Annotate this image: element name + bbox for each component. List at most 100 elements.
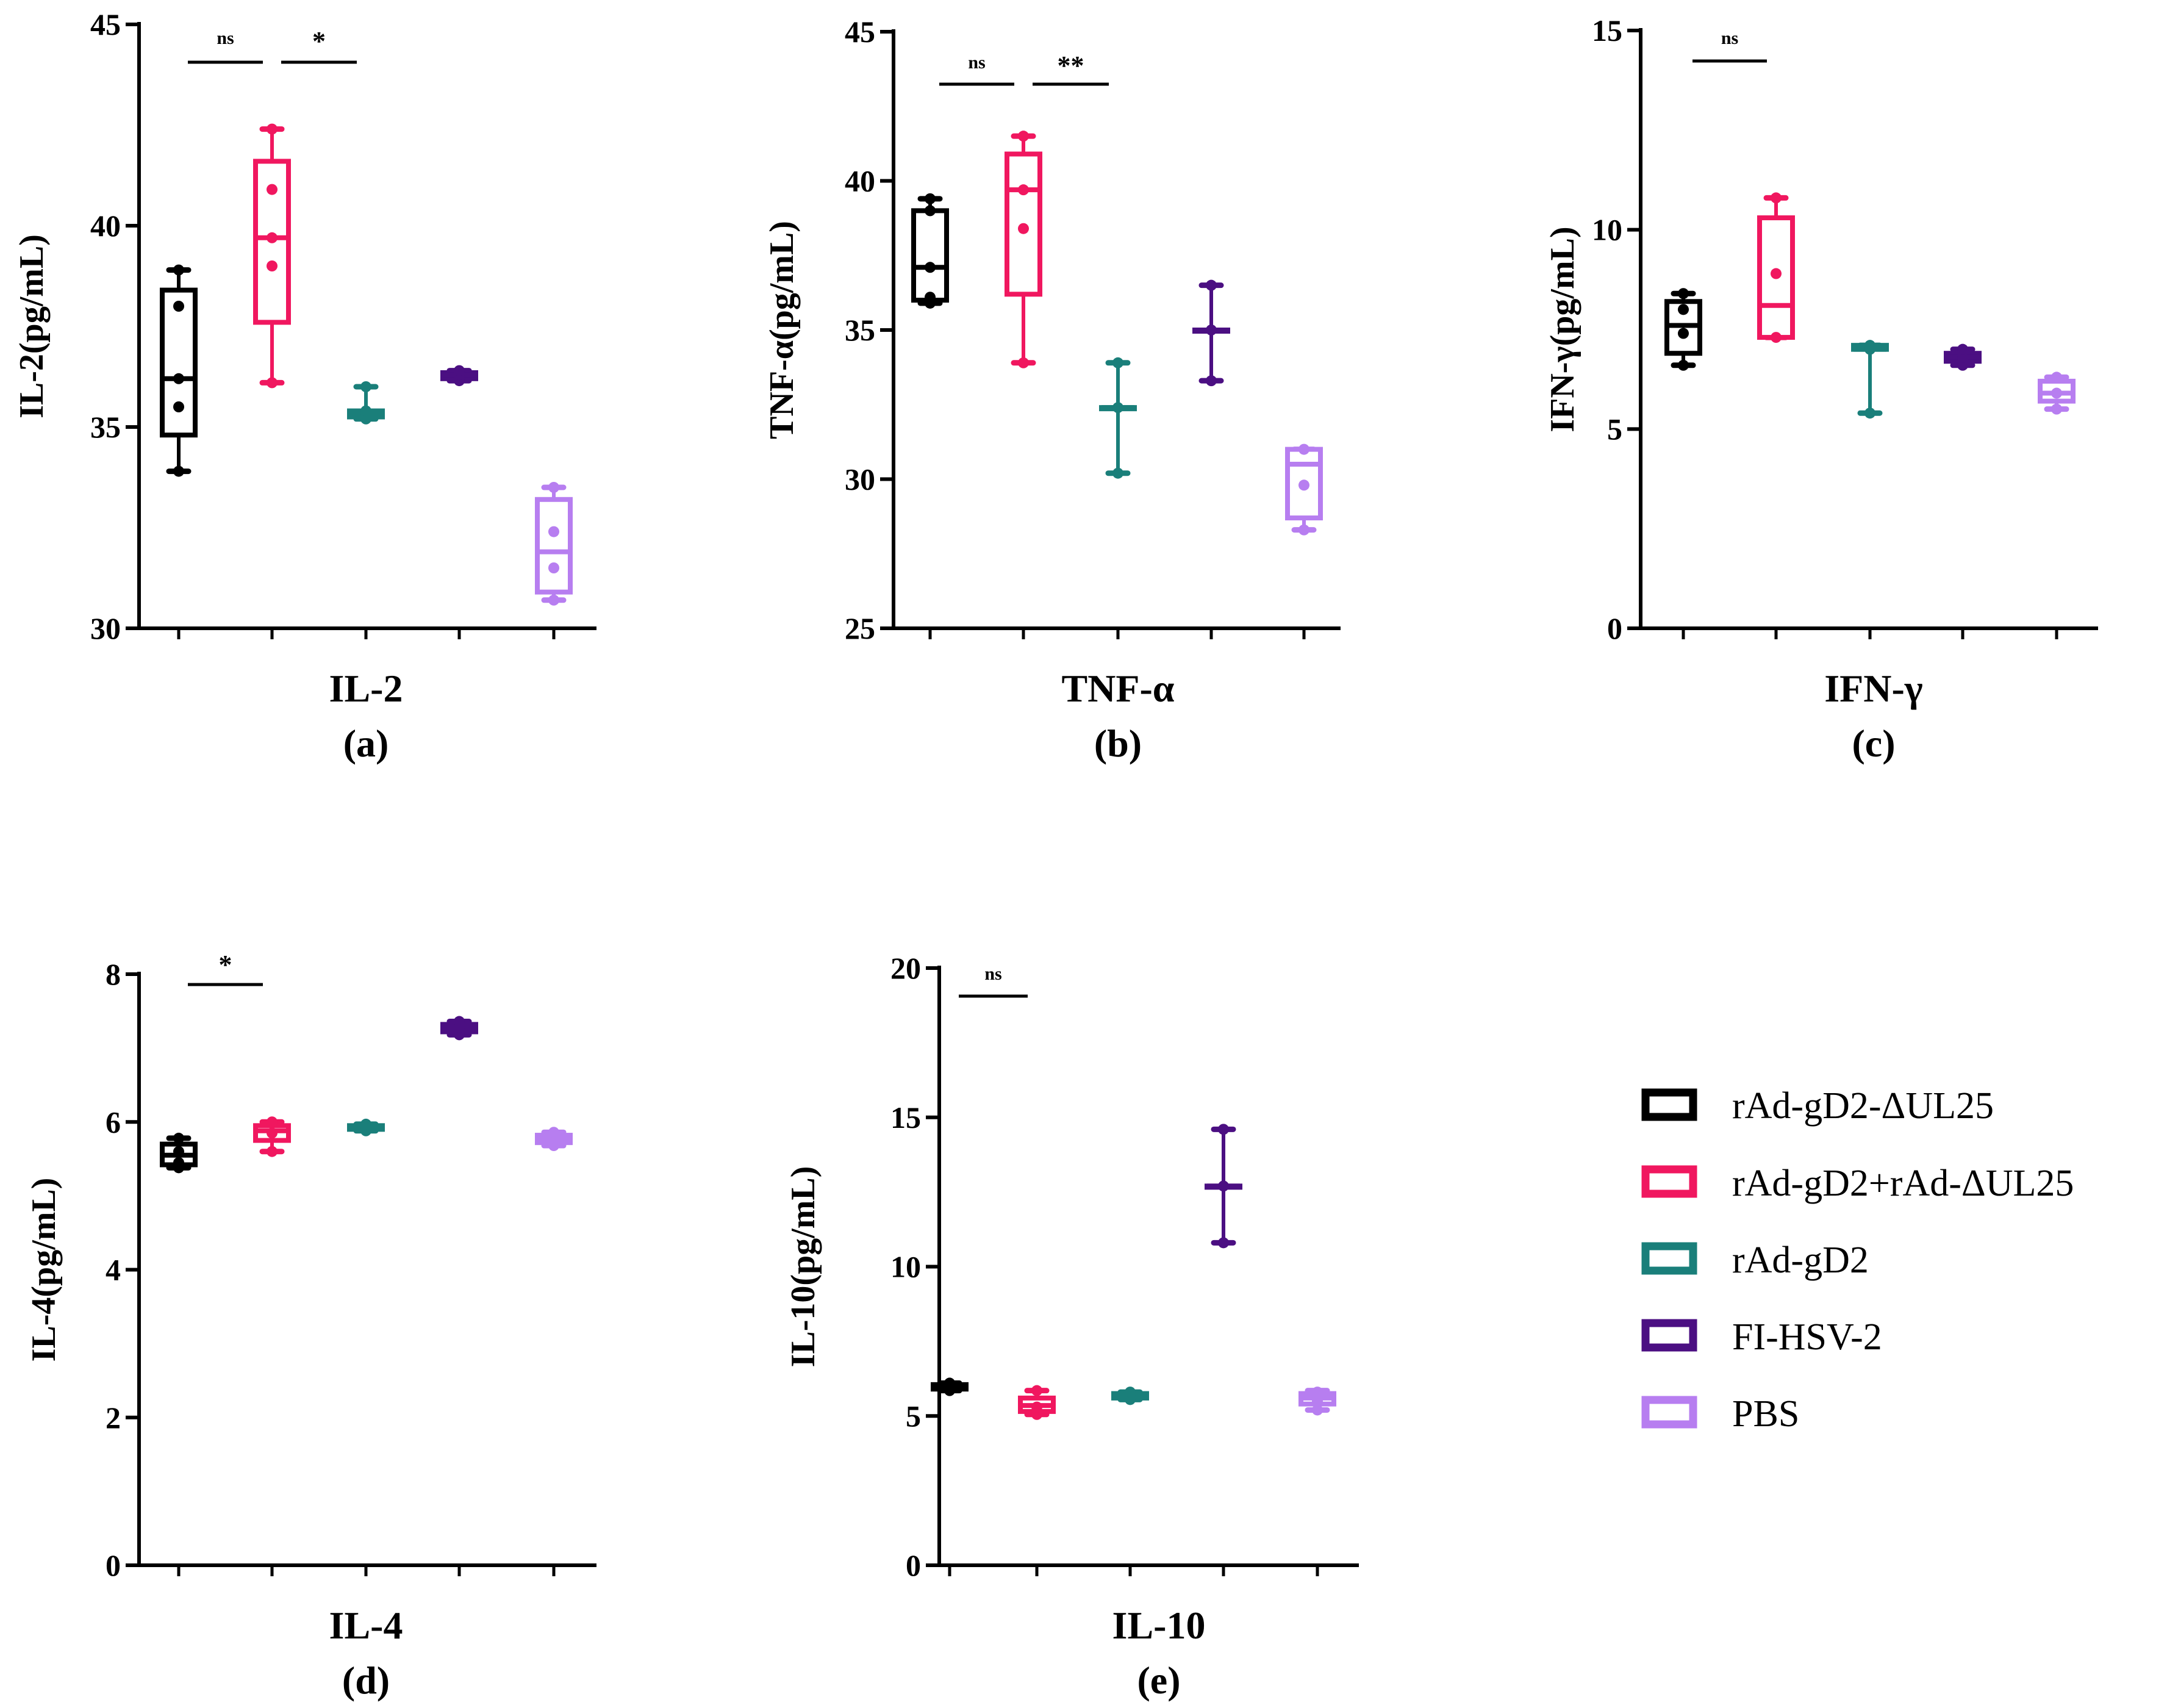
y-tick-label: 35 — [845, 313, 875, 347]
data-point — [173, 264, 184, 276]
box-2 — [1111, 1387, 1149, 1405]
legend-swatch — [1641, 1165, 1697, 1198]
legend-item: FI-HSV-2 — [1641, 1316, 1882, 1358]
data-point — [1678, 328, 1689, 339]
legend-label: FI-HSV-2 — [1732, 1316, 1882, 1358]
data-point — [1125, 1387, 1136, 1398]
significance-label: ** — [1058, 51, 1084, 81]
box-1 — [253, 1116, 291, 1157]
data-point — [1018, 131, 1029, 142]
data-point — [1018, 184, 1029, 196]
y-tick-label: 6 — [106, 1105, 121, 1139]
data-point — [1112, 357, 1123, 368]
data-point — [1312, 1387, 1323, 1398]
y-tick-label: 2 — [106, 1401, 121, 1435]
panel-tnf-alpha: 25 30 35 40 45 TNF-α(pg/mL) TNF-α (b) ns ** — [763, 15, 1341, 765]
x-axis-title: TNF-α — [1061, 667, 1174, 710]
legend-swatch — [1641, 1242, 1697, 1275]
legend-item: PBS — [1641, 1393, 1799, 1435]
y-tick-label: 35 — [90, 410, 121, 444]
data-point — [454, 1016, 465, 1027]
box-0 — [1664, 288, 1702, 371]
data-point — [173, 465, 184, 477]
legend-swatch — [1641, 1319, 1697, 1352]
data-point — [548, 482, 559, 493]
legend-swatch — [1641, 1396, 1697, 1429]
y-axis-title: IFN-γ(pg/mL) — [1544, 226, 1581, 432]
data-point — [1678, 304, 1689, 315]
data-point — [1864, 407, 1875, 419]
legend-label: PBS — [1732, 1393, 1799, 1435]
panel-label: (c) — [1852, 722, 1895, 765]
data-point — [454, 365, 465, 376]
y-tick-label: 40 — [90, 209, 121, 243]
box-3 — [1944, 343, 1982, 371]
data-point — [1218, 1180, 1229, 1192]
data-point — [1957, 359, 1968, 371]
box-0 — [931, 1377, 969, 1396]
legend-swatch — [1641, 1088, 1697, 1121]
panel-label: (b) — [1094, 722, 1142, 765]
data-point — [548, 594, 559, 606]
data-point — [267, 1127, 278, 1139]
x-axis-title: IL-2 — [329, 667, 403, 710]
box-0 — [911, 193, 949, 309]
y-tick-label: 10 — [1592, 213, 1622, 247]
x-axis-title: IL-10 — [1112, 1604, 1206, 1647]
data-point — [360, 1118, 371, 1130]
y-tick-label: 30 — [845, 462, 875, 497]
panel-il10: 0 5 10 15 20 IL-10(pg/mL) IL-10 (e) ns — [784, 951, 1359, 1702]
data-point — [173, 401, 184, 412]
box-3 — [440, 365, 478, 387]
y-tick-label: 5 — [906, 1399, 921, 1433]
data-point — [1957, 343, 1968, 355]
data-point — [267, 184, 278, 195]
data-point — [1678, 288, 1689, 300]
box-1 — [1005, 131, 1042, 368]
box-4 — [1285, 443, 1323, 536]
y-tick-label: 25 — [845, 611, 875, 645]
legend-item: rAd-gD2-ΔUL25 — [1641, 1085, 1994, 1127]
data-point — [548, 1127, 559, 1138]
box-iqr — [911, 208, 949, 303]
y-tick-label: 40 — [845, 164, 875, 198]
y-tick-label: 45 — [845, 15, 875, 49]
box-2 — [347, 1118, 385, 1136]
data-point — [925, 292, 936, 303]
data-point — [925, 205, 936, 217]
data-point — [173, 1146, 184, 1157]
y-tick-label: 20 — [890, 951, 921, 985]
data-point — [1112, 467, 1123, 479]
panel-il4: 0 2 4 6 8 IL-4(pg/mL) IL-4 (d) * — [25, 950, 596, 1702]
data-point — [2051, 371, 2062, 383]
data-point — [1298, 524, 1309, 536]
box-4 — [535, 482, 573, 606]
box-0 — [160, 1132, 198, 1174]
y-tick-label: 15 — [1592, 13, 1622, 48]
y-axis-title: TNF-α(pg/mL) — [763, 221, 801, 439]
data-point — [1218, 1237, 1229, 1249]
box-2 — [347, 381, 385, 425]
box-4 — [1298, 1387, 1336, 1416]
y-tick-label: 0 — [906, 1548, 921, 1582]
data-point — [1864, 340, 1875, 351]
data-point — [267, 1146, 278, 1157]
data-point — [173, 373, 184, 384]
data-point — [1312, 1395, 1323, 1407]
y-tick-label: 10 — [890, 1250, 921, 1284]
y-tick-label: 4 — [106, 1253, 121, 1287]
panel-il2: 30 35 40 45 IL-2(pg/mL) IL-2 (a) ns * — [13, 7, 596, 765]
data-point — [548, 562, 559, 573]
data-point — [1031, 1385, 1042, 1396]
x-axis-title: IL-4 — [329, 1604, 403, 1647]
box-2 — [1851, 340, 1889, 419]
data-point — [267, 1116, 278, 1128]
data-point — [548, 526, 559, 537]
legend-item: rAd-gD2+rAd-ΔUL25 — [1641, 1163, 2074, 1204]
box-4 — [535, 1127, 573, 1152]
y-axis-title: IL-10(pg/mL) — [784, 1166, 822, 1368]
data-point — [1018, 357, 1029, 368]
data-point — [1112, 402, 1123, 414]
data-point — [173, 1157, 184, 1168]
y-tick-label: 45 — [90, 7, 121, 41]
